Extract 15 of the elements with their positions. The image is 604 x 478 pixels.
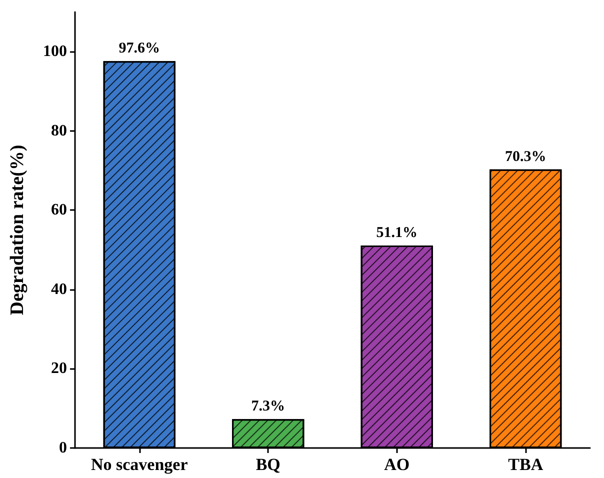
- y-tick-label: 80: [51, 122, 67, 140]
- x-tick-label: TBA: [508, 455, 544, 474]
- data-label: 70.3%: [505, 148, 546, 165]
- x-tick-label: No scavenger: [90, 455, 188, 474]
- data-label: 97.6%: [118, 40, 160, 57]
- x-tick-label: AO: [384, 455, 410, 474]
- y-tick-label: 0: [59, 440, 67, 456]
- y-tick-label: 40: [51, 280, 67, 298]
- y-axis-title: Degradation rate(%): [7, 144, 28, 316]
- x-tick-label: BQ: [256, 455, 280, 474]
- data-label: 7.3%: [251, 398, 285, 415]
- y-tick-label: 100: [43, 43, 67, 60]
- y-tick-label: 20: [51, 360, 67, 378]
- data-label: 51.1%: [376, 224, 418, 241]
- y-tick-label: 60: [51, 202, 67, 219]
